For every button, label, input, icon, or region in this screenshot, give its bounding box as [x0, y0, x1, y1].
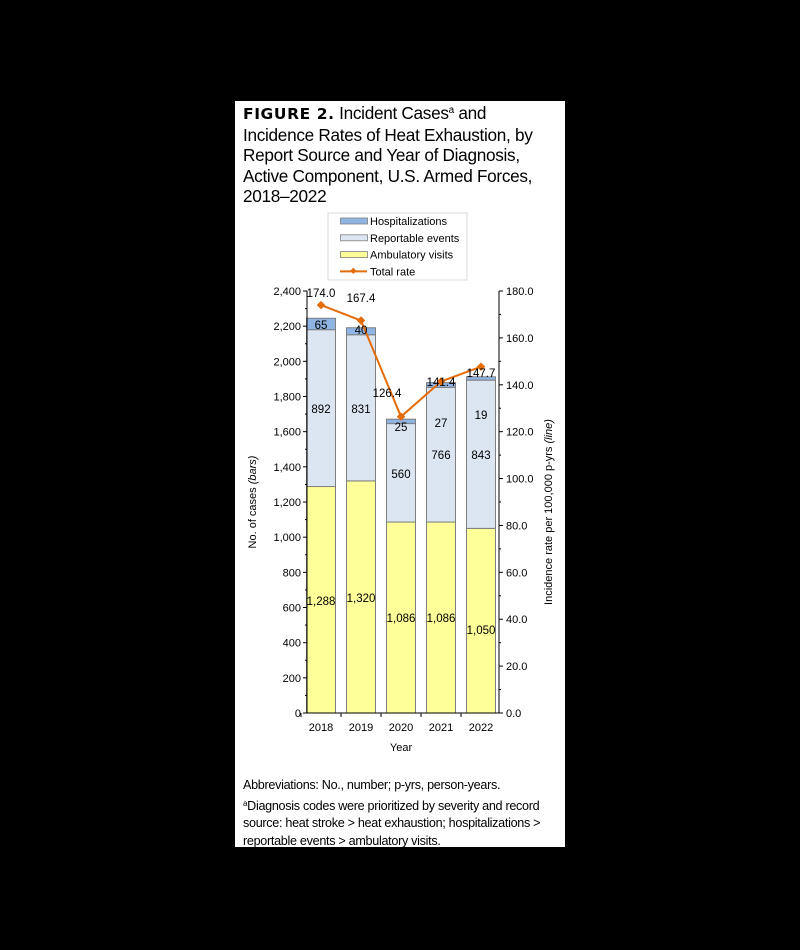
bar-2021: [426, 382, 456, 714]
y2-tick-label: 40.0: [506, 614, 527, 626]
figure-panel: FIGURE 2. Incident Casesa and Incidence …: [235, 101, 565, 850]
bar-segment-reportable: [346, 334, 376, 482]
bar-segment-ambulatory: [306, 486, 336, 714]
rate-marker-2020: [396, 412, 406, 421]
total-rate-line: [316, 300, 486, 421]
x-axis-title: Year: [390, 742, 413, 754]
x-tick-label: 2021: [429, 722, 453, 734]
footnote: aDiagnosis codes were prioritized by sev…: [243, 795, 561, 851]
figure-notes: Abbreviations: No., number; p-yrs, perso…: [243, 777, 561, 850]
y2-tick-label: 80.0: [506, 520, 527, 532]
legend-swatch: [340, 217, 368, 225]
rate-label-2019: 167.4: [347, 293, 376, 305]
footnote-marker: a: [243, 798, 248, 808]
legend-item-total-rate: Total rate: [340, 266, 415, 278]
bar-segment-ambulatory: [466, 527, 496, 714]
label-reportable-2019: 831: [351, 404, 370, 416]
label-ambulatory-2019: 1,320: [347, 593, 376, 605]
label-ambulatory-2021: 1,086: [427, 613, 456, 625]
legend-item-ambulatory-visits: Ambulatory visits: [340, 250, 454, 262]
legend-item-hospitalizations: Hospitalizations: [340, 216, 448, 228]
rate-marker-2021: [436, 377, 446, 386]
title-part1: Incident Cases: [339, 103, 449, 123]
y2-tick-label: 180.0: [506, 286, 534, 298]
bar-2019: [346, 327, 376, 714]
y2-tick-label: 20.0: [506, 661, 527, 673]
legend-swatch: [340, 251, 368, 259]
y2-tick-label: 0.0: [506, 708, 521, 720]
bar-segment-ambulatory: [426, 521, 456, 714]
label-hospitalizations-2018: 65: [315, 320, 328, 332]
y2-tick-label: 160.0: [506, 333, 534, 345]
abbreviations: Abbreviations: No., number; p-yrs, perso…: [243, 778, 501, 792]
rate-marker-2018: [316, 300, 326, 310]
rate-label-2018: 174.0: [307, 288, 336, 300]
label-reportable-2020: 560: [391, 469, 410, 481]
axes: 0 200 400 600 800 1,000 1,200 1,400 1,600 1,800 2,…: [247, 286, 555, 754]
y-axis-title: No. of cases (bars): [247, 455, 259, 548]
rate-label-2021: 141.4: [427, 377, 456, 389]
x-tick-label: 2019: [349, 722, 373, 734]
label-reportable-2018: 892: [311, 404, 330, 416]
legend-label: Reportable events: [370, 233, 460, 245]
y-tick-label: 1,400: [273, 462, 301, 474]
y2-tick-label: 140.0: [506, 380, 534, 392]
y-tick-label: 1,200: [273, 497, 301, 509]
bar-2018: [306, 317, 336, 714]
legend-swatch: [340, 234, 368, 242]
x-tick-label: 2022: [469, 722, 493, 734]
legend-label: Ambulatory visits: [370, 250, 454, 262]
y-tick-label: 800: [283, 567, 301, 579]
legend-label: Total rate: [370, 266, 415, 278]
y-tick-label: 200: [283, 673, 301, 685]
rate-marker-2022: [476, 362, 486, 371]
label-ambulatory-2020: 1,086: [387, 613, 416, 625]
y2-tick-label: 100.0: [506, 474, 534, 486]
y-tick-label: 0: [295, 708, 301, 720]
bar-segment-reportable: [466, 379, 496, 529]
label-hospitalizations-2021: 27: [435, 418, 448, 430]
y-tick-label: 400: [283, 638, 301, 650]
label-ambulatory-2018: 1,288: [307, 596, 336, 608]
bar-segment-ambulatory: [386, 521, 416, 714]
label-reportable-2022: 843: [471, 450, 490, 462]
label-ambulatory-2022: 1,050: [467, 625, 496, 637]
y2-tick-label: 120.0: [506, 427, 534, 439]
footnote-text: Diagnosis codes were prioritized by seve…: [243, 798, 541, 848]
bar-2022: [466, 376, 496, 714]
label-hospitalizations-2020: 25: [395, 422, 408, 434]
title-part2: and Incidence Rates of Heat Exhaustion, …: [243, 103, 533, 206]
bars: [306, 317, 496, 714]
legend: Hospitalizations Reportable events Ambulat…: [327, 212, 468, 281]
y-tick-label: 2,400: [273, 286, 301, 298]
rate-marker-2019: [356, 316, 366, 325]
y-tick-label: 1,000: [273, 532, 301, 544]
data-labels: 1,288 892 65 1,320 831 40 1,086 560 25 1,086 766 27…: [307, 288, 496, 637]
bar-segment-hospitalizations: [466, 376, 496, 381]
legend-label: Hospitalizations: [370, 216, 448, 228]
title-footnote-marker: a: [448, 105, 455, 116]
bar-segment-reportable: [386, 423, 416, 523]
bar-segment-hospitalizations: [346, 327, 376, 336]
x-tick-label: 2018: [309, 722, 333, 734]
rate-label-2022: 147.7: [467, 368, 496, 380]
y2-tick-label: 60.0: [506, 567, 527, 579]
y-tick-label: 600: [283, 603, 301, 615]
y-tick-label: 1,800: [273, 392, 301, 404]
y-tick-label: 2,000: [273, 356, 301, 368]
figure-title: FIGURE 2. Incident Casesa and Incidence …: [243, 101, 561, 207]
label-reportable-2021: 766: [431, 450, 450, 462]
label-hospitalizations-2019: 40: [355, 325, 368, 337]
x-tick-label: 2020: [389, 722, 413, 734]
y-tick-label: 2,200: [273, 321, 301, 333]
y2-axis-title: Incidence rate per 100,000 p-yrs (line): [543, 419, 555, 605]
rate-label-2020: 126.4: [373, 388, 402, 400]
chart: Hospitalizations Reportable events Ambulat…: [247, 212, 555, 754]
bar-2020: [386, 418, 416, 714]
bar-segment-reportable: [426, 386, 456, 523]
legend-item-reportable-events: Reportable events: [340, 233, 460, 245]
figure-label: FIGURE 2.: [243, 105, 335, 123]
label-hospitalizations-2022: 19: [475, 410, 488, 422]
y-tick-label: 1,600: [273, 427, 301, 439]
